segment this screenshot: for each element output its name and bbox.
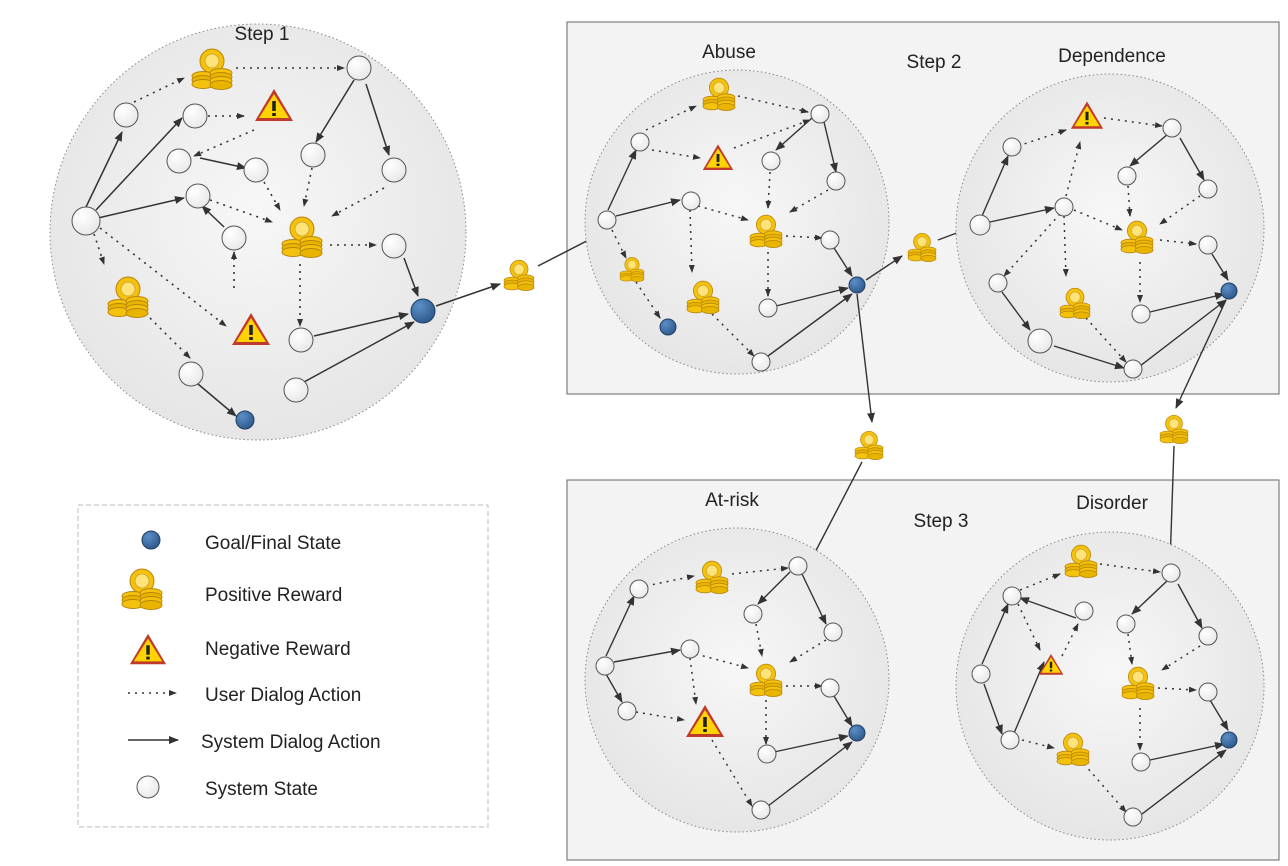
state-node: [381, 233, 407, 259]
state-node: [1000, 730, 1020, 750]
state-node: [826, 171, 846, 191]
state-node: [185, 183, 211, 209]
state-node: [595, 656, 615, 676]
goal-state-icon: [141, 530, 161, 550]
state-node: [346, 55, 372, 81]
at-risk-label: At-risk: [705, 490, 759, 511]
state-node: [823, 622, 843, 642]
at-risk-cluster: At-risk: [584, 490, 890, 833]
state-node: [1198, 235, 1218, 255]
state-node: [969, 214, 991, 236]
state-node: [820, 230, 840, 250]
state-node: [1131, 304, 1151, 324]
step1-cluster: Step 1: [49, 23, 501, 441]
state-node: [820, 678, 840, 698]
legend-negative-label: Negative Reward: [205, 639, 351, 660]
state-node: [182, 103, 208, 129]
coins-icon: [854, 430, 884, 460]
state-node: [1198, 626, 1218, 646]
state-node: [751, 352, 771, 372]
state-node: [788, 556, 808, 576]
state-node: [681, 191, 701, 211]
goal-state-icon: [1220, 731, 1238, 749]
legend: Goal/Final State Positive Reward Negativ…: [121, 530, 381, 800]
state-node: [381, 157, 407, 183]
state-node: [680, 639, 700, 659]
dependence-label: Dependence: [1058, 46, 1166, 67]
state-node: [810, 104, 830, 124]
state-node: [221, 225, 247, 251]
state-node: [113, 102, 139, 128]
state-node: [629, 579, 649, 599]
state-node: [1161, 563, 1181, 583]
state-node: [1074, 601, 1094, 621]
state-node: [617, 701, 637, 721]
state-node: [1116, 614, 1136, 634]
state-node: [300, 142, 326, 168]
state-node: [1002, 586, 1022, 606]
disorder-label: Disorder: [1076, 493, 1148, 514]
state-node: [1123, 359, 1143, 379]
goal-state-icon: [1220, 282, 1238, 300]
state-node: [166, 148, 192, 174]
goal-state-icon: [410, 298, 436, 324]
state-node: [1117, 166, 1137, 186]
legend-positive-label: Positive Reward: [205, 585, 342, 606]
state-node: [751, 800, 771, 820]
state-circle-icon: [136, 775, 160, 799]
state-node: [757, 744, 777, 764]
state-node: [971, 664, 991, 684]
state-node: [1027, 328, 1053, 354]
state-node: [597, 210, 617, 230]
goal-state-icon: [848, 724, 866, 742]
state-node: [283, 377, 309, 403]
state-node: [1131, 752, 1151, 772]
legend-box: [77, 504, 489, 828]
state-node: [988, 273, 1008, 293]
state-node: [288, 327, 314, 353]
legend-system-action-label: System Dialog Action: [201, 732, 381, 753]
goal-state-icon: [848, 276, 866, 294]
legend-user-action-label: User Dialog Action: [205, 685, 361, 706]
legend-system-state-label: System State: [205, 779, 318, 800]
state-node: [743, 604, 763, 624]
coins-icon: [1159, 414, 1189, 444]
state-node: [758, 298, 778, 318]
state-node: [1162, 118, 1182, 138]
state-node: [1198, 179, 1218, 199]
goal-state-icon: [235, 410, 255, 430]
state-node: [630, 132, 650, 152]
legend-goal-label: Goal/Final State: [205, 533, 341, 554]
abuse-label: Abuse: [702, 42, 756, 63]
state-node: [1198, 682, 1218, 702]
state-node: [1054, 197, 1074, 217]
goal-state-icon: [659, 318, 677, 336]
state-node: [243, 157, 269, 183]
step1-title: Step 1: [235, 24, 290, 45]
step2-title: Step 2: [907, 52, 962, 73]
dependence-cluster: Dependence: [955, 46, 1265, 383]
state-node: [71, 206, 101, 236]
state-node: [1002, 137, 1022, 157]
disorder-cluster: Disorder: [955, 493, 1265, 841]
state-node: [761, 151, 781, 171]
coins-icon: [503, 259, 535, 291]
step3-title: Step 3: [914, 511, 969, 532]
state-node: [178, 361, 204, 387]
state-node: [1123, 807, 1143, 827]
abuse-cluster: Abuse: [584, 42, 903, 375]
